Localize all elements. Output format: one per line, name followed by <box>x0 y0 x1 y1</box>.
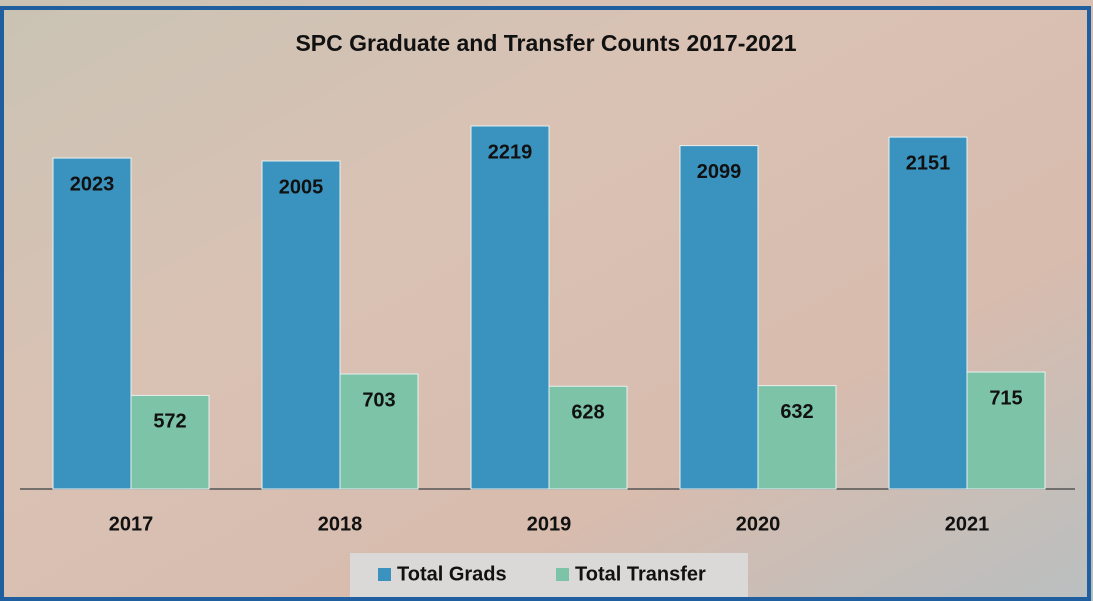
value-label: 628 <box>571 402 604 424</box>
bar <box>680 146 758 489</box>
x-tick-label: 2021 <box>945 513 990 535</box>
bar <box>471 126 549 489</box>
chart-title: SPC Graduate and Transfer Counts 2017-20… <box>295 30 796 56</box>
x-tick-label: 2017 <box>109 513 154 535</box>
value-label: 632 <box>780 401 813 423</box>
bar <box>53 158 131 489</box>
value-label: 2219 <box>488 141 533 163</box>
legend-swatch <box>378 568 391 581</box>
value-label: 715 <box>989 387 1022 409</box>
bar <box>131 395 209 489</box>
legend-swatch <box>556 568 569 581</box>
page: SPC Graduate and Transfer Counts 2017-20… <box>0 0 1093 601</box>
legend-label: Total Transfer <box>575 563 706 585</box>
value-label: 2005 <box>279 176 324 198</box>
value-label: 572 <box>153 411 186 433</box>
legend-label: Total Grads <box>397 563 507 585</box>
value-label: 703 <box>362 389 395 411</box>
x-tick-label: 2018 <box>318 513 363 535</box>
bar <box>262 161 340 489</box>
value-label: 2099 <box>697 161 742 183</box>
chart: SPC Graduate and Transfer Counts 2017-20… <box>0 0 1093 601</box>
value-label: 2151 <box>906 152 951 174</box>
x-tick-label: 2020 <box>736 513 781 535</box>
bar <box>889 137 967 489</box>
value-label: 2023 <box>70 173 115 195</box>
x-tick-label: 2019 <box>527 513 572 535</box>
